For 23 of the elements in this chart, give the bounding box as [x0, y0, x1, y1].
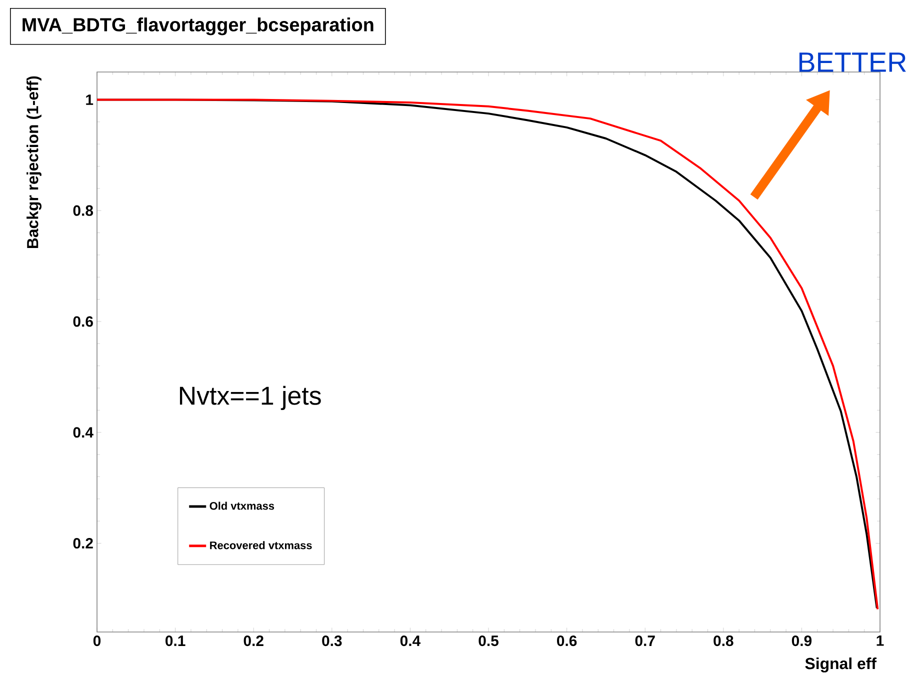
x-tick-label: 0.1 [166, 636, 186, 646]
x-tick-label: 0.9 [792, 636, 812, 646]
legend-label: Old vtxmass [210, 502, 274, 510]
x-tick-label: 1 [876, 636, 884, 646]
x-tick-label: 0.2 [244, 636, 264, 646]
x-axis-title: Signal eff [805, 658, 877, 672]
x-tick-label: 0.3 [322, 636, 342, 646]
x-tick-label: 0.8 [714, 636, 734, 646]
x-tick-label: 0.6 [557, 636, 577, 646]
text: BETTER [799, 52, 906, 72]
y-tick-label: 0.8 [73, 205, 94, 216]
x-tick-label: 0.7 [635, 636, 655, 646]
y-tick-label: 0.4 [73, 427, 94, 438]
y-tick-label: 1 [86, 94, 94, 105]
y-tick-label: 0.2 [73, 538, 93, 549]
y-tick-label: 0.6 [73, 316, 93, 327]
legend-label: Recovered vtxmass [210, 541, 312, 550]
annotation: Nvtx==1 jets [180, 386, 321, 410]
x-tick-label: 0.4 [400, 636, 421, 646]
chart-title: MVA_BDTG_flavortagger_bcseparation [22, 18, 374, 36]
y-axis-title: Backgr rejection (1-eff) [26, 76, 42, 248]
x-tick-label: 0 [93, 636, 101, 646]
x-tick-label: 0.5 [478, 636, 498, 646]
